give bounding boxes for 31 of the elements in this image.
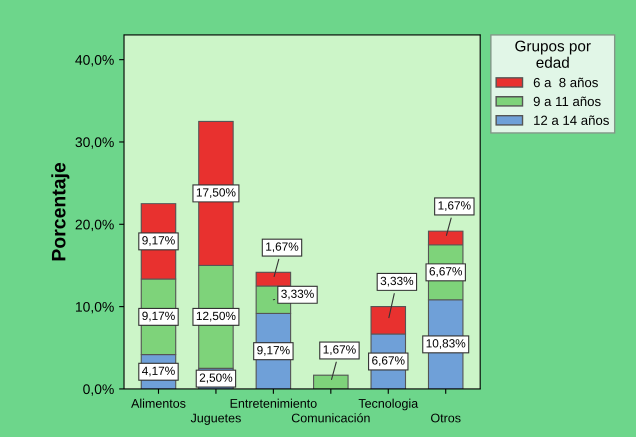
legend-label: 6 a 8 años	[534, 78, 598, 88]
x-tick-label: Juguetes	[190, 414, 241, 425]
legend-label: 9 a 11 años	[534, 96, 601, 106]
legend-label: 12 a 14 años	[534, 115, 609, 126]
legend-title: Grupos por edad	[515, 40, 591, 68]
data-label: 1,67%	[324, 345, 356, 356]
y-axis-title: Porcentaje	[51, 162, 70, 260]
y-tick-label: 30,0%	[75, 137, 114, 149]
data-label: 9,17%	[142, 312, 175, 322]
x-tick-label: Alimentos	[131, 398, 186, 408]
data-label: 12,50%	[196, 312, 236, 322]
data-label: 1,67%	[438, 201, 471, 211]
data-label: 6,67%	[430, 267, 462, 277]
data-label: 17,50%	[196, 188, 236, 198]
y-tick-label: 20,0%	[76, 220, 114, 232]
data-label: 10,83%	[426, 339, 466, 349]
x-tick-label: Entretenimiento	[230, 398, 317, 408]
data-label: 9,17%	[142, 236, 175, 246]
bar	[313, 374, 349, 389]
data-label: 3,33%	[380, 276, 414, 286]
x-tick-label: Otros	[431, 414, 461, 422]
y-tick-label: 10,0%	[76, 302, 114, 314]
y-tick-label: 40,0%	[75, 54, 114, 66]
data-label: 4,17%	[142, 366, 175, 376]
data-label: 3,33%	[281, 290, 314, 300]
data-label: 1,67%	[266, 242, 298, 252]
data-label: 9,17%	[257, 346, 290, 356]
y-tick-label: 0,0%	[83, 384, 114, 396]
x-tick-label: Tecnologia	[358, 398, 418, 410]
x-tick-label: Comunicación	[292, 413, 370, 422]
data-label: 6,67%	[372, 356, 405, 366]
